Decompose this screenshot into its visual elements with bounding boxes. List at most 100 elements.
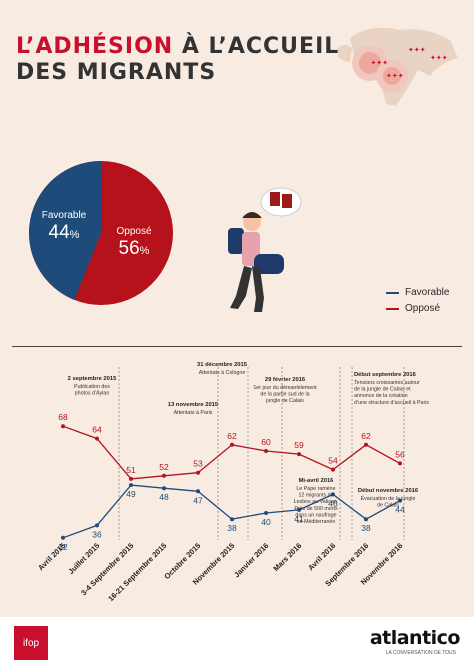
x-tick-label-0: Avril 2015 xyxy=(36,541,67,572)
data-point-0-9 xyxy=(364,517,368,522)
annotation-text-5-0: Tensions croissantes autour xyxy=(354,380,420,386)
annotation-title-1: 13 novembre 2015 xyxy=(168,402,219,408)
data-point-1-9 xyxy=(364,442,368,447)
atlantico-logo: atlantico xyxy=(369,627,461,649)
data-point-0-2 xyxy=(129,483,133,488)
data-point-0-8 xyxy=(331,492,335,497)
annotation-text-4-3: Près de 500 morts xyxy=(294,506,338,512)
x-tick-label-1: Juillet 2015 xyxy=(66,541,101,576)
x-tick-label-7: Mars 2016 xyxy=(271,541,303,573)
annotation-text-4-5: en Méditerranée xyxy=(297,519,336,525)
data-label-0-0: 32 xyxy=(58,542,68,552)
page-title: L’ADHÉSION À L’ACCUEIL DES MIGRANTS xyxy=(16,34,339,86)
svg-text:✦✦✦: ✦✦✦ xyxy=(408,46,426,54)
svg-text:ﾠ✦✦✦: ﾠ✦✦✦ xyxy=(364,59,388,67)
annotation-text-3-2: jungle de Calais xyxy=(265,398,304,404)
data-label-1-6: 60 xyxy=(261,437,271,447)
annotation-text-4-0: Le Pape ramène xyxy=(296,486,335,492)
annotation-text-2-0: Attentats à Cologne xyxy=(199,370,246,376)
annotation-text-6-1: de Calais xyxy=(377,503,399,509)
title-rest: À L’ACCUEIL xyxy=(173,34,340,59)
data-label-0-5: 38 xyxy=(227,523,237,533)
data-label-0-6: 40 xyxy=(261,517,271,527)
migrant-illustration xyxy=(228,187,302,312)
pie-favorable-label: Favorable xyxy=(41,210,87,221)
annotation-text-6-0: Évacuation de la jungle xyxy=(361,495,416,502)
data-label-0-1: 36 xyxy=(92,529,102,539)
data-point-1-2 xyxy=(129,476,133,481)
data-label-1-10: 56 xyxy=(395,449,405,459)
annotation-title-2: 31 décembre 2015 xyxy=(197,362,248,368)
atlantico-tagline: LA CONVERSATION DE TOUS xyxy=(385,650,456,656)
data-point-0-0 xyxy=(61,535,65,540)
data-point-1-10 xyxy=(398,461,402,466)
legend-oppose: Opposé xyxy=(405,303,441,314)
annotation-title-3: 29 février 2016 xyxy=(265,377,306,383)
data-label-0-10: 44 xyxy=(395,505,405,515)
x-tick-label-8: Avril 2016 xyxy=(306,541,337,572)
data-point-1-1 xyxy=(95,436,99,441)
section-divider xyxy=(12,346,462,347)
data-point-1-5 xyxy=(230,442,234,447)
annotation-text-3-0: 1er jour du démantèlement xyxy=(253,385,317,391)
data-label-0-9: 38 xyxy=(361,523,371,533)
annotation-text-0-1: photos d’Aylan xyxy=(75,391,110,397)
annotation-text-5-1: de la jungle de Calais et xyxy=(354,387,411,393)
annotation-title-5: Début septembre 2016 xyxy=(354,372,417,378)
data-point-0-7 xyxy=(297,507,301,512)
annotation-text-3-1: de la partie sud de la xyxy=(260,392,309,398)
title-line2: DES MIGRANTS xyxy=(16,60,217,85)
data-point-0-10 xyxy=(398,498,402,503)
data-point-1-0 xyxy=(61,424,65,429)
annotation-text-0-0: Publication des xyxy=(74,384,110,390)
annotation-text-4-4: dans un naufrage xyxy=(295,512,336,518)
title-accent: L’ADHÉSION xyxy=(16,34,174,59)
pie-slice-favorable xyxy=(28,161,102,300)
annotation-text-4-1: 12 migrants de xyxy=(298,493,333,499)
x-tick-label-6: Janvier 2016 xyxy=(232,541,270,579)
annotation-title-6: Début novembre 2016 xyxy=(358,488,419,494)
data-point-0-3 xyxy=(162,486,166,491)
chart-legend: Favorable Opposé xyxy=(386,287,449,319)
line-chart: 32 36 49 48 47 38 40 41 46 38 44 68 64 51 52 53 62 60 59 54… xyxy=(36,362,429,603)
annotation-text-4-2: Lesbos au Vatican. xyxy=(294,499,339,505)
data-point-0-5 xyxy=(230,517,234,522)
data-point-1-8 xyxy=(331,467,335,472)
annotation-text-5-3: d’une structure d’accueil à Paris xyxy=(354,400,429,406)
pie-chart: Favorable 44% Opposé 56% xyxy=(16,158,186,333)
annotation-title-0: 2 septembre 2015 xyxy=(68,376,117,382)
data-label-1-2: 51 xyxy=(126,465,136,475)
annotation-title-4: Mi-avril 2016 xyxy=(299,478,335,484)
annotation-text-1-0: Attentats à Paris xyxy=(174,410,213,416)
data-label-0-8: 46 xyxy=(328,498,338,508)
data-point-1-3 xyxy=(162,473,166,478)
pie-oppose-label: Opposé xyxy=(116,226,152,237)
data-label-0-7: 41 xyxy=(294,514,304,524)
data-point-1-7 xyxy=(297,452,301,457)
pie-favorable-value: 44 xyxy=(48,222,70,243)
data-point-1-6 xyxy=(264,449,268,453)
legend-favorable: Favorable xyxy=(405,287,450,298)
footer: ifop atlantico LA CONVERSATION DE TOUS xyxy=(0,617,474,667)
data-point-0-6 xyxy=(264,511,268,515)
data-label-1-7: 59 xyxy=(294,440,304,450)
data-label-1-4: 53 xyxy=(193,459,203,469)
data-point-1-4 xyxy=(196,470,200,475)
data-label-1-9: 62 xyxy=(361,431,371,441)
data-label-0-3: 48 xyxy=(159,492,169,502)
pie-oppose-value: 56 xyxy=(118,238,140,259)
data-point-0-4 xyxy=(196,489,200,494)
data-label-0-4: 47 xyxy=(193,495,203,505)
ifop-logo: ifop xyxy=(14,626,48,660)
world-map-illustration: ﾠ✦✦✦ ✦✦✦ ✦✦✦ ✦✦✦ xyxy=(338,27,458,106)
data-label-1-3: 52 xyxy=(159,462,169,472)
data-label-1-0: 68 xyxy=(58,412,68,422)
svg-text:✦✦✦: ✦✦✦ xyxy=(386,72,404,80)
data-label-0-2: 49 xyxy=(126,489,136,499)
data-point-0-1 xyxy=(95,523,99,528)
data-label-1-5: 62 xyxy=(227,431,237,441)
data-label-1-8: 54 xyxy=(328,456,338,466)
svg-text:✦✦✦: ✦✦✦ xyxy=(430,54,448,62)
annotation-text-5-2: annonce de la création xyxy=(354,393,408,399)
x-tick-label-3: 16-21 Septembre 2015 xyxy=(106,541,168,603)
